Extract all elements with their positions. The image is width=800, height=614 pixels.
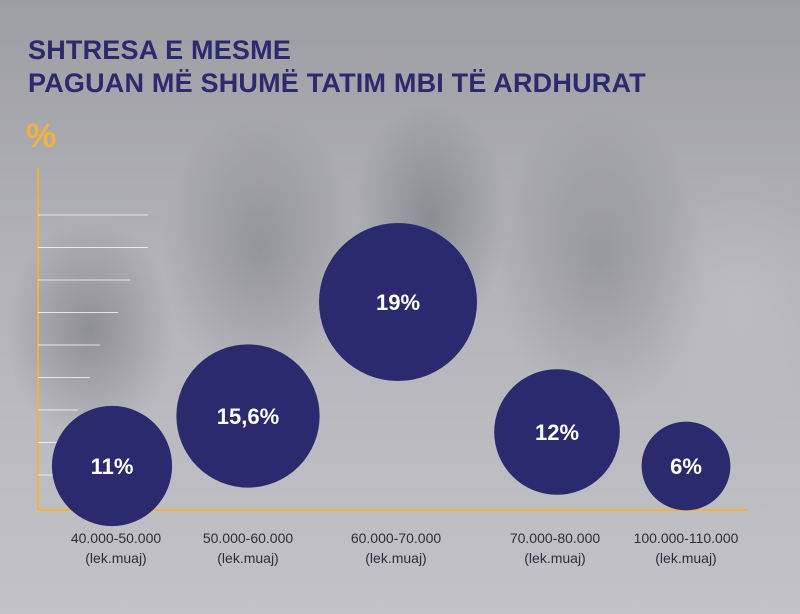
chart-title: SHTRESA E MESME PAGUAN MË SHUMË TATIM MB… (28, 34, 646, 100)
x-category-label-1: 40.000-50.000 (lek.muaj) (71, 530, 162, 566)
bubble-group: 11% 15,6% 19% 12% 6% (51, 223, 731, 527)
x-category-label-5: 100.000-110.000 (lek.muaj) (634, 530, 739, 566)
bubble-value-label-5: 6% (670, 454, 702, 479)
bubble-2 (176, 344, 320, 488)
chart-title-line-1: SHTRESA E MESME (28, 35, 292, 65)
bubble-5 (641, 421, 731, 511)
x-axis-labels: 40.000-50.000 (lek.muaj) 50.000-60.000 (lek… (71, 530, 739, 566)
bubble-3 (319, 223, 477, 381)
bubble-value-label-4: 12% (535, 420, 579, 445)
x-category-label-3: 60.000-70.000 (lek.muaj) (351, 530, 442, 566)
x-category-label-4: 70.000-80.000 (lek.muaj) (510, 530, 601, 566)
chart-title-line-2: PAGUAN MË SHUMË TATIM MBI TË ARDHURAT (28, 68, 646, 98)
bubble-value-label-3: 19% (376, 290, 420, 315)
x-category-label-2: 50.000-60.000 (lek.muaj) (203, 530, 294, 566)
bubble-4 (494, 369, 620, 495)
y-axis-unit-label: % (26, 117, 56, 155)
bubble-1 (51, 405, 173, 527)
bubble-value-label-2: 15,6% (217, 404, 279, 429)
bubble-value-label-1: 11% (91, 454, 134, 479)
